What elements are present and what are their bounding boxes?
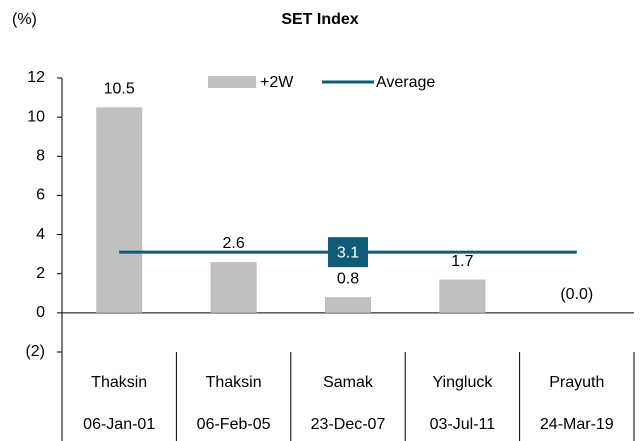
value-label: 1.7: [451, 253, 473, 270]
category-date: 06-Jan-01: [83, 416, 155, 433]
chart-title: SET Index: [281, 11, 358, 28]
value-label: 0.8: [337, 270, 359, 287]
category-name: Yingluck: [432, 374, 493, 391]
value-label: 2.6: [222, 235, 244, 252]
y-tick-label: 8: [36, 148, 45, 165]
category-name: Thaksin: [91, 374, 147, 391]
category-date: 24-Mar-19: [540, 416, 614, 433]
y-tick-label: 6: [36, 187, 45, 204]
y-tick-label: 12: [27, 69, 45, 86]
y-tick-label: 2: [36, 265, 45, 282]
y-tick-label: 10: [27, 108, 45, 125]
category-date: 03-Jul-11: [430, 416, 496, 433]
category-name: Samak: [323, 374, 374, 391]
category-name: Prayuth: [549, 374, 604, 391]
value-label: (0.0): [560, 286, 593, 303]
average-label-box: [328, 237, 368, 268]
legend-label: +2W: [260, 74, 294, 91]
bar: [439, 279, 486, 313]
bar: [96, 107, 143, 313]
legend-swatch: [208, 76, 256, 88]
category-name: Thaksin: [206, 374, 262, 391]
y-tick-label: 0: [36, 304, 45, 321]
bar: [210, 261, 257, 313]
value-label: 10.5: [104, 81, 135, 98]
category-date: 06-Feb-05: [197, 416, 271, 433]
average-label: 3.1: [337, 244, 359, 261]
category-date: 23-Dec-07: [311, 416, 386, 433]
legend-label: Average: [376, 74, 435, 91]
y-tick-label: 4: [36, 226, 45, 243]
y-axis-label: (%): [12, 11, 37, 28]
bar: [325, 297, 371, 313]
y-tick-label: (2): [25, 343, 45, 360]
